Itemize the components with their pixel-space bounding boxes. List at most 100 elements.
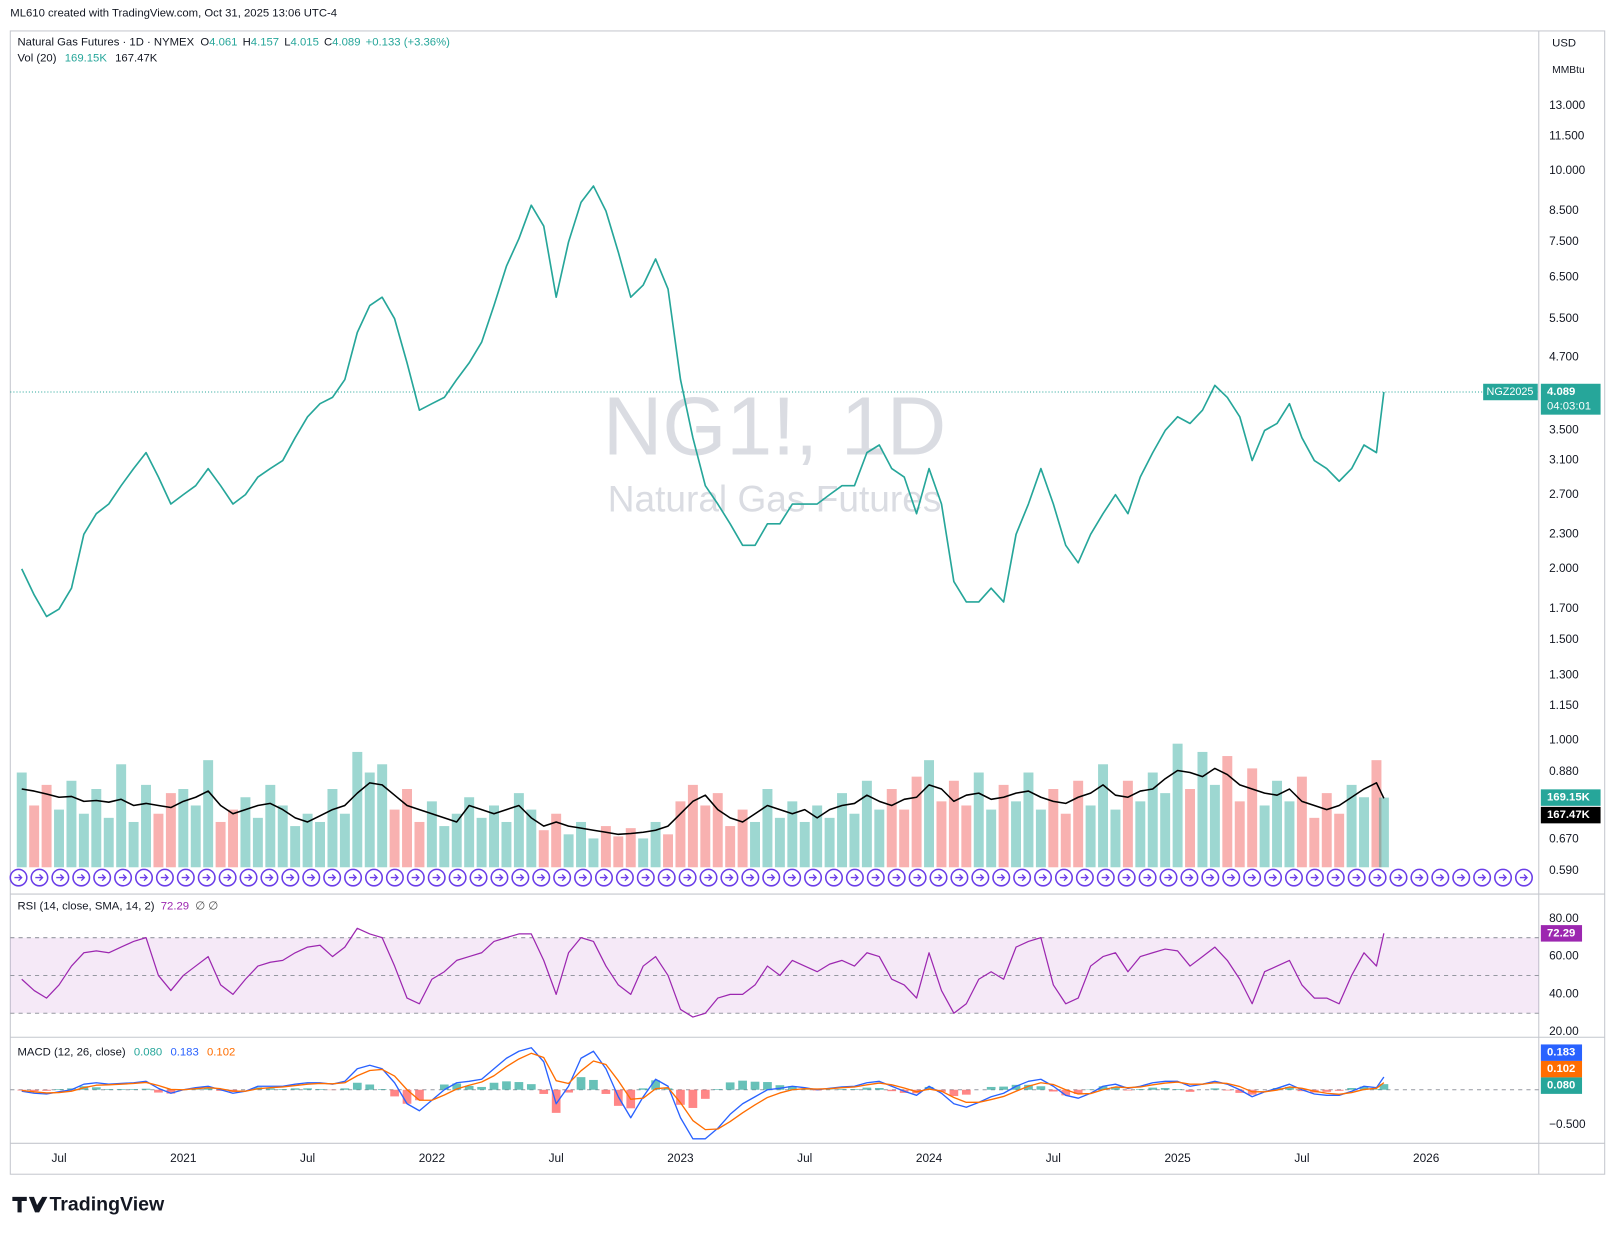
y-tick-label: 0.880 (1549, 764, 1579, 778)
volume-bar (153, 813, 164, 868)
ohlc-key: O (200, 36, 209, 48)
roll-marker-arrow (1394, 874, 1403, 882)
x-tick-label: 2021 (170, 1151, 196, 1165)
x-tick-label: 2022 (419, 1151, 445, 1165)
macd-histogram-bar (1111, 1086, 1120, 1090)
credit: ML610 created with TradingView.com, Oct … (10, 7, 337, 19)
volume-bar (1309, 817, 1320, 868)
roll-marker (1117, 868, 1136, 887)
roll-marker (344, 868, 363, 887)
roll-marker-arrow (328, 874, 337, 882)
roll-marker-arrow (1227, 874, 1236, 882)
x-tick-label: Jul (300, 1151, 315, 1165)
macd-tag-value: 0.080 (1547, 1080, 1575, 1092)
volume-bar (799, 821, 810, 868)
roll-marker (1013, 868, 1032, 887)
roll-marker (1075, 868, 1094, 887)
roll-marker-arrow (1331, 874, 1340, 882)
roll-marker (260, 868, 279, 887)
roll-marker-arrow (495, 874, 504, 882)
volume-bar (725, 826, 736, 868)
roll-marker-arrow (1122, 874, 1131, 882)
roll-marker (1473, 868, 1492, 887)
volume-bar (737, 809, 748, 868)
x-tick-label: 2025 (1164, 1151, 1191, 1165)
roll-marker-arrow (1185, 874, 1194, 882)
volume-bar (464, 797, 475, 868)
volume-bar (66, 780, 77, 868)
y-tick-label: 1.700 (1549, 601, 1579, 615)
volume-bar (663, 834, 673, 868)
countdown: 04:03:01 (1547, 400, 1591, 412)
macd-legend: MACD (12, 26, close) 0.080 0.183 0.102 (18, 1047, 236, 1059)
volume-bar (1197, 751, 1208, 868)
volume-bar (687, 784, 698, 868)
ohlc-value: 4.089 (332, 36, 360, 48)
volume-bar (1296, 776, 1307, 868)
brand: TradingView (49, 1193, 165, 1215)
macd-histogram-bar (54, 1089, 64, 1090)
x-tick-label: 2024 (916, 1151, 943, 1165)
legend: Natural Gas Futures · 1D · NYMEX O4.061 H4… (18, 36, 451, 48)
volume-bar (600, 826, 611, 868)
volume-bar (861, 780, 872, 868)
ohlc-key: L (284, 36, 290, 48)
macd-histogram-bar (402, 1089, 412, 1104)
volume-bar (538, 830, 549, 868)
roll-marker-arrow (244, 874, 253, 882)
roll-marker-arrow (537, 874, 546, 882)
volume-bar (302, 813, 313, 868)
roll-marker (364, 868, 383, 887)
roll-marker-arrow (77, 874, 86, 882)
roll-marker (406, 868, 425, 887)
roll-marker (1180, 868, 1199, 887)
macd-histogram-bar (688, 1089, 698, 1108)
roll-marker (762, 868, 781, 887)
y-tick-label: 3.500 (1549, 423, 1579, 437)
roll-marker (134, 868, 154, 887)
volume-bar (1359, 797, 1370, 868)
volume-bar (712, 793, 723, 868)
roll-marker (1494, 868, 1513, 887)
y-tick-label: 0.590 (1549, 863, 1579, 877)
macd-histogram-bar (1379, 1084, 1389, 1090)
volume-tag-value: 169.15K (1547, 792, 1591, 804)
macd-histogram-bar (986, 1086, 996, 1090)
y-tick-label: 20.00 (1549, 1024, 1579, 1038)
roll-marker (155, 868, 174, 887)
roll-marker (51, 868, 70, 887)
volume-bar (874, 809, 885, 868)
volume-bar (1085, 805, 1096, 868)
roll-marker-arrow (704, 874, 713, 882)
volume-bar (1234, 801, 1245, 868)
roll-marker-arrow (1352, 874, 1361, 882)
macd-tag (1540, 1060, 1583, 1078)
macd-histogram-bar (141, 1088, 151, 1090)
roll-marker-arrow (286, 874, 295, 882)
roll-marker (824, 868, 843, 887)
volume-bar (103, 817, 114, 868)
volume-bar (265, 784, 276, 868)
roll-marker (1389, 868, 1408, 887)
macd-histogram-bar (203, 1088, 213, 1090)
roll-marker (615, 868, 634, 887)
roll-marker-arrow (641, 874, 650, 882)
volume-bar (352, 751, 363, 868)
roll-marker-arrow (683, 874, 692, 882)
roll-marker (971, 868, 990, 887)
volume-bar (899, 809, 910, 868)
macd-histogram-bar (489, 1082, 499, 1090)
x-tick-label: Jul (51, 1151, 66, 1165)
roll-marker (1284, 868, 1303, 887)
roll-marker (887, 868, 906, 887)
volume-bar (377, 764, 388, 868)
volume-bar (750, 821, 760, 868)
price-line (20, 185, 1385, 618)
volume-bar (911, 776, 922, 868)
macd-histogram-bar (837, 1089, 847, 1090)
volume-bar (961, 805, 972, 868)
macd-histogram-bar (1347, 1088, 1356, 1090)
volume-bar (513, 793, 524, 868)
macd-histogram-bar (676, 1089, 685, 1105)
